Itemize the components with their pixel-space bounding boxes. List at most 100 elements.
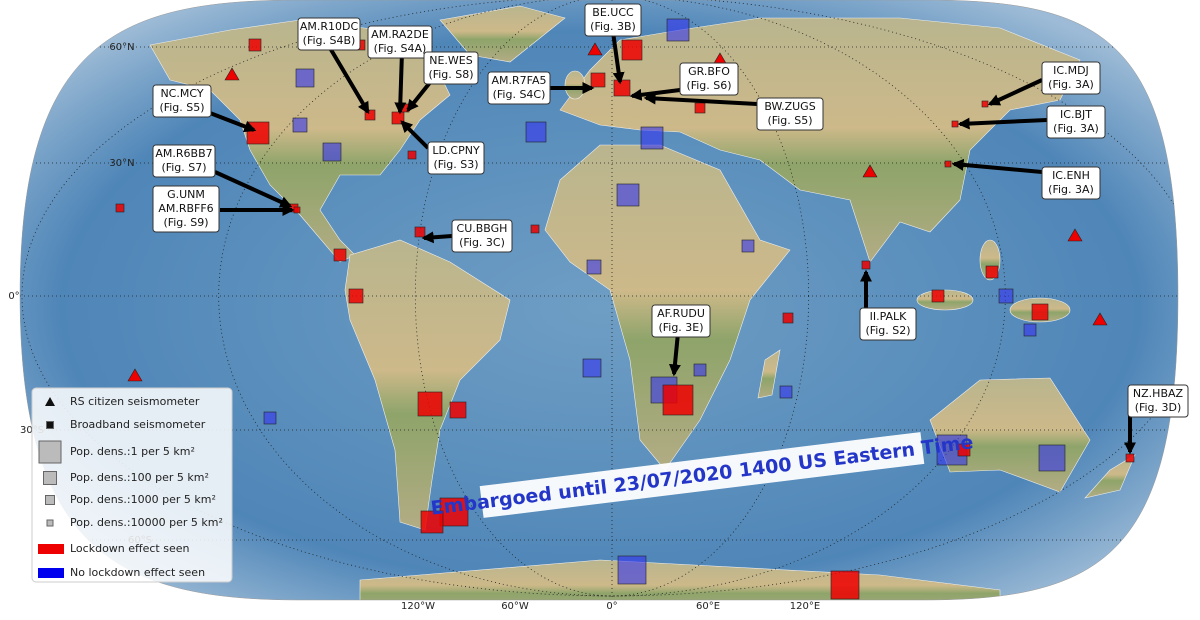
station-marker: [782, 312, 794, 324]
station-marker: [741, 239, 755, 253]
station-marker: [830, 570, 860, 600]
legend-box: [31, 387, 233, 583]
station-label: CU.BBGH: [457, 222, 508, 235]
legend-label: RS citizen seismometer: [70, 395, 200, 408]
station-label: (Fig. 3A): [1048, 78, 1094, 91]
station-marker: [1125, 453, 1135, 463]
legend-symbol: [43, 471, 57, 485]
station-marker: [1023, 323, 1037, 337]
station-triangle: [587, 42, 603, 56]
station-label: (Fig. S8): [428, 68, 473, 81]
lon-label: 0°: [606, 601, 617, 612]
station-marker: [640, 126, 664, 150]
callout-arrow: [421, 231, 453, 244]
station-marker: [420, 510, 444, 534]
station-marker: [530, 224, 540, 234]
station-label: IC.MDJ: [1053, 64, 1089, 77]
lon-label: 120°E: [790, 601, 820, 612]
station-marker: [694, 102, 706, 114]
station-label: (Fig. 3D): [1135, 401, 1182, 414]
station-label: G.UNM: [167, 188, 205, 201]
station-triangle: [127, 368, 143, 382]
station-marker: [998, 288, 1014, 304]
station-marker: [248, 38, 262, 52]
station-marker: [613, 79, 631, 97]
station-marker: [246, 121, 270, 145]
legend-label: Broadband seismometer: [70, 418, 206, 431]
station-marker: [616, 183, 640, 207]
callout-box: [679, 62, 739, 96]
station-label: (Fig. S9): [163, 216, 208, 229]
station-label: IC.ENH: [1052, 169, 1090, 182]
legend-symbol: [46, 421, 54, 429]
station-triangle: [1092, 312, 1108, 326]
station-marker: [951, 120, 959, 128]
callout-box: [1041, 166, 1101, 200]
callout-box: [1046, 105, 1106, 139]
station-marker: [931, 289, 945, 303]
callout-arrow: [951, 158, 1043, 174]
station-label: (Fig. S5): [767, 114, 812, 127]
station-label: AM.R6BB7: [155, 147, 212, 160]
station-marker: [985, 265, 999, 279]
station-label: NC.MCY: [160, 87, 203, 100]
station-marker: [582, 358, 602, 378]
station-label: AM.RBFF6: [158, 202, 213, 215]
callout-arrow: [406, 78, 434, 112]
station-label: (Fig. S4A): [374, 42, 427, 55]
station-marker: [861, 260, 871, 270]
legend-symbol: [45, 495, 55, 505]
station-label: AF.RUDU: [657, 307, 705, 320]
station-label: GR.BFO: [688, 65, 730, 78]
lat-label: 0°: [8, 291, 19, 302]
station-marker: [295, 68, 315, 88]
station-label: (Fig. S4B): [303, 34, 356, 47]
station-label: NE.WES: [429, 54, 473, 67]
station-marker: [449, 401, 467, 419]
station-label: II.PALK: [870, 310, 908, 323]
legend-label: Lockdown effect seen: [70, 542, 189, 555]
station-marker: [263, 411, 277, 425]
station-marker: [417, 391, 443, 417]
station-label: AM.R10DC: [300, 20, 359, 33]
callout-box: [487, 71, 551, 105]
station-marker: [525, 121, 547, 143]
legend-label: Pop. dens.:10000 per 5 km²: [70, 516, 223, 529]
callout-box: [423, 51, 479, 85]
station-marker: [957, 443, 971, 457]
callout-box: [756, 97, 824, 131]
station-marker: [414, 226, 426, 238]
station-marker: [1031, 303, 1049, 321]
station-label: (Fig. S6): [686, 79, 731, 92]
station-marker: [407, 150, 417, 160]
station-triangle: [862, 164, 878, 178]
lon-label: 120°W: [401, 601, 435, 612]
lat-label: 60°N: [109, 42, 134, 53]
callout-arrow: [668, 332, 681, 377]
legend-symbol: [38, 568, 64, 578]
station-marker: [364, 109, 376, 121]
station-markers: [115, 18, 1135, 600]
station-marker: [322, 142, 342, 162]
callout-arrow: [611, 31, 625, 85]
callout-arrow: [328, 46, 370, 115]
callout-arrow: [629, 88, 681, 101]
callout-box: [152, 84, 212, 118]
station-label: NZ.HBAZ: [1133, 387, 1184, 400]
legend-symbol: [38, 544, 64, 554]
station-label: IC.BJT: [1060, 108, 1092, 121]
callout-box: [651, 304, 711, 338]
callout-arrow: [987, 78, 1043, 106]
lon-label: 60°E: [696, 601, 720, 612]
station-label: AM.R7FA5: [492, 74, 547, 87]
legend-label: Pop. dens.:1 per 5 km²: [70, 445, 195, 458]
legend-symbol: [46, 519, 54, 527]
station-callouts: AM.R10DC(Fig. S4B) AM.RA2DE(Fig. S4A)NE.W…: [152, 3, 1189, 455]
station-label: LD.CPNY: [432, 144, 480, 157]
callout-box: [152, 185, 220, 233]
lon-label: 60°W: [501, 601, 529, 612]
station-label: (Fig. 3C): [459, 236, 505, 249]
callout-box: [451, 219, 513, 253]
station-marker: [292, 117, 308, 133]
